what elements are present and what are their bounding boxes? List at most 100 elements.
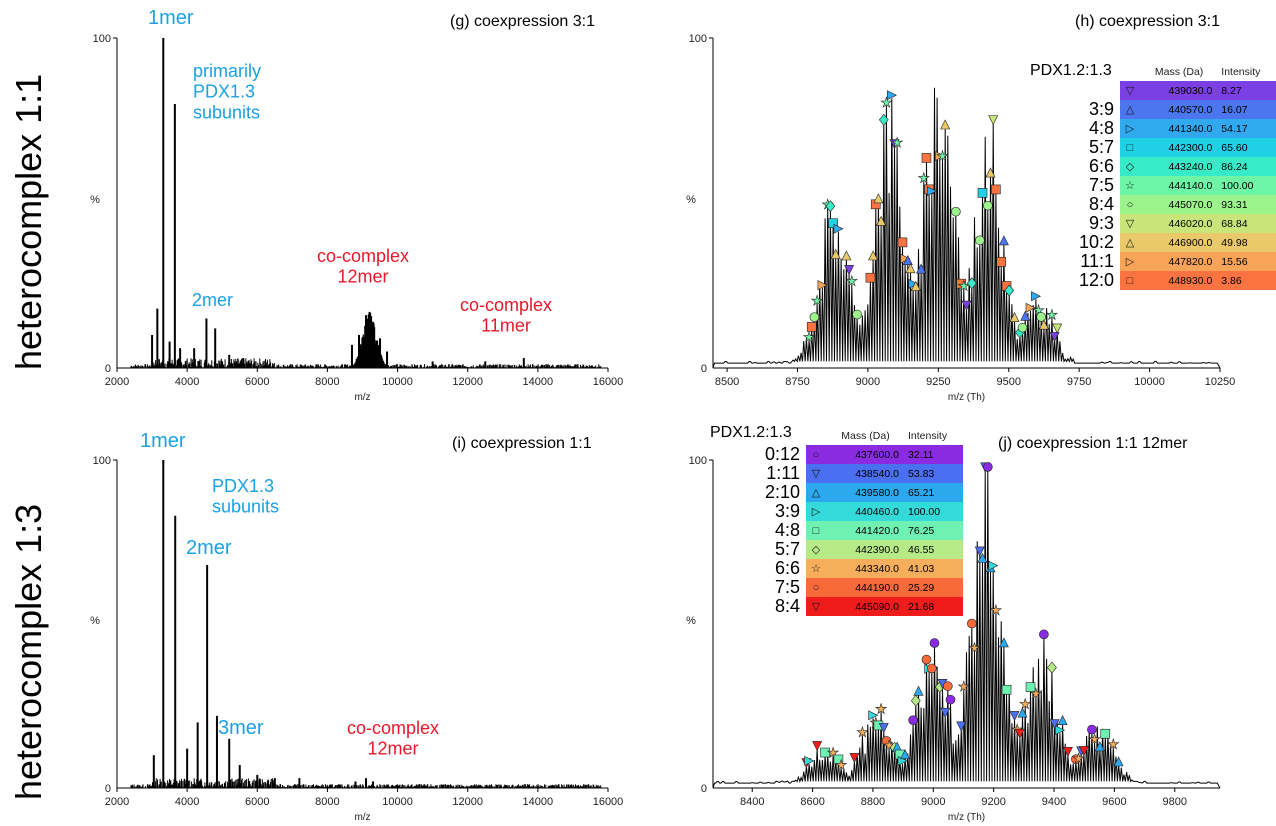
legend-row: ▽ 439030.0 8.27 (1120, 81, 1276, 100)
legend-row: ▷ 447820.0 15.56 (1120, 252, 1276, 271)
legend-ratio-label: 12:0 (1078, 270, 1114, 290)
legend-mass: 446900.0 (1168, 236, 1213, 249)
x-tick-label: 6000 (245, 796, 269, 808)
legend-row: ▷ 441340.0 54.17 (1120, 119, 1276, 138)
legend-row: ◇ 443240.0 86.24 (1120, 157, 1276, 176)
marker-star (874, 702, 888, 715)
marker-tri-right (1025, 302, 1036, 313)
legend-ratio-label: 7:5 (1088, 175, 1114, 195)
marker-diamond (910, 694, 921, 707)
marker-star (1029, 687, 1043, 700)
legend-ratio-label: 2:10 (764, 482, 800, 502)
chart-title: (g) coexpression 3:1 (450, 13, 595, 30)
legend-mass: 440460.0 (855, 505, 899, 518)
legend-intensity: 3.86 (1221, 274, 1242, 287)
legend-symbol: ○ (812, 448, 820, 461)
y-axis-label: % (90, 194, 100, 206)
marker-circle (1087, 724, 1097, 735)
legend-mass: 439580.0 (855, 486, 899, 499)
marker-tri-right (908, 278, 919, 289)
legend-symbol: ▽ (811, 601, 821, 613)
marker-tri-right (1031, 291, 1042, 302)
marker-star (968, 641, 981, 654)
marker-circle (1017, 322, 1028, 333)
legend-row: ◇ 442390.0 46.55 (806, 540, 963, 559)
legend-header-cell: Intensity (905, 426, 963, 445)
legend-row: ○ 445070.0 93.31 (1120, 195, 1276, 214)
marker-star (890, 136, 904, 149)
legend-table-title: PDX1.2:1.3 (710, 424, 792, 441)
marker-square (865, 272, 876, 283)
legend-mass: 445090.0 (855, 600, 899, 613)
legend-header-row: Mass (Da) Intensity (1120, 62, 1276, 81)
marker-tri-right (988, 560, 999, 571)
side-title-bottom: heterocomplex 1:3 (8, 503, 49, 800)
legend-ratio-label: 7:5 (774, 577, 800, 597)
legend-row: ☆ 444140.0 100.00 (1120, 176, 1276, 195)
marker-star (845, 274, 858, 287)
marker-tri-up (998, 235, 1009, 246)
annotation-line: 12mer (367, 739, 418, 759)
annotation-line: subunits (193, 102, 260, 122)
chart-h: 8500 8750 9000 9250 9500 9750 10000 10250 0 100% m… (686, 13, 1235, 403)
legend-ratio-label: 4:8 (774, 520, 800, 540)
marker-tri-up (913, 685, 924, 696)
marker-tri-up (1094, 741, 1105, 752)
marker-tri-right (886, 90, 897, 101)
chart-title: (h) coexpression 3:1 (1075, 13, 1220, 30)
marker-circle (908, 715, 918, 725)
legend-ratio-label: 5:7 (774, 539, 800, 559)
x-tick-label: 9000 (856, 376, 880, 388)
annotation-line: 3mer (218, 717, 264, 739)
legend-intensity: 76.25 (908, 524, 935, 537)
marker-star (834, 758, 848, 771)
marker-square (897, 237, 908, 248)
marker-star (856, 725, 869, 738)
marker-tri-right (868, 710, 879, 721)
legend-ratio-label: 6:6 (774, 558, 800, 578)
marker-square (996, 257, 1006, 267)
marker-tri-up (1057, 715, 1068, 726)
annotation-line: 1mer (148, 7, 194, 29)
chart-j: 8400 8600 8800 9000 9200 9400 9600 9800 0 100% m/z… (686, 435, 1221, 823)
marker-diamond (1047, 661, 1057, 674)
legend-mass: 445070.0 (1168, 198, 1213, 211)
marker-square (820, 747, 830, 758)
legend-intensity: 16.07 (1221, 103, 1248, 116)
marker-tri-down (812, 741, 823, 752)
x-tick-label: 9400 (1042, 796, 1066, 808)
legend-intensity: 8.27 (1221, 84, 1242, 97)
x-tick-label: 8500 (715, 376, 739, 388)
marker-circle (945, 694, 956, 705)
legend-symbol: ▷ (811, 506, 821, 518)
x-tick-label: 9750 (1067, 376, 1091, 388)
legend-symbol: △ (1125, 237, 1135, 249)
marker-star (1107, 737, 1120, 750)
x-tick-label: 10000 (382, 376, 413, 388)
marker-circle (852, 309, 862, 320)
y-axis-label: % (686, 194, 696, 206)
legend-mass: 437600.0 (855, 448, 899, 461)
legend-symbol: ☆ (811, 563, 821, 575)
marker-circle (951, 206, 961, 217)
marker-star (917, 171, 930, 184)
legend-table-title: PDX1.2:1.3 (1030, 62, 1112, 79)
legend-row: ▽ 438540.0 53.83 (806, 464, 963, 483)
marker-tri-down (849, 753, 860, 764)
marker-tri-up (916, 263, 927, 274)
legend-row: □ 441420.0 76.25 (806, 521, 963, 540)
marker-tri-down (940, 707, 951, 718)
legend-ratio-label: 0:12 (764, 444, 800, 464)
annotation-line: co-complex (347, 718, 439, 738)
marker-tri-up (830, 248, 841, 259)
x-tick-label: 14000 (523, 376, 554, 388)
marker-tri-up (940, 119, 951, 130)
annotation-line: 2mer (186, 537, 232, 559)
x-tick-label: 16000 (593, 796, 624, 808)
legend-mass: 440570.0 (1168, 103, 1213, 116)
annotation: primarily PDX1.3 subunits (193, 61, 261, 122)
legend-mass: 442300.0 (1168, 141, 1213, 154)
y-tick-label-100: 100 (689, 455, 707, 467)
x-tick-label: 12000 (452, 796, 483, 808)
